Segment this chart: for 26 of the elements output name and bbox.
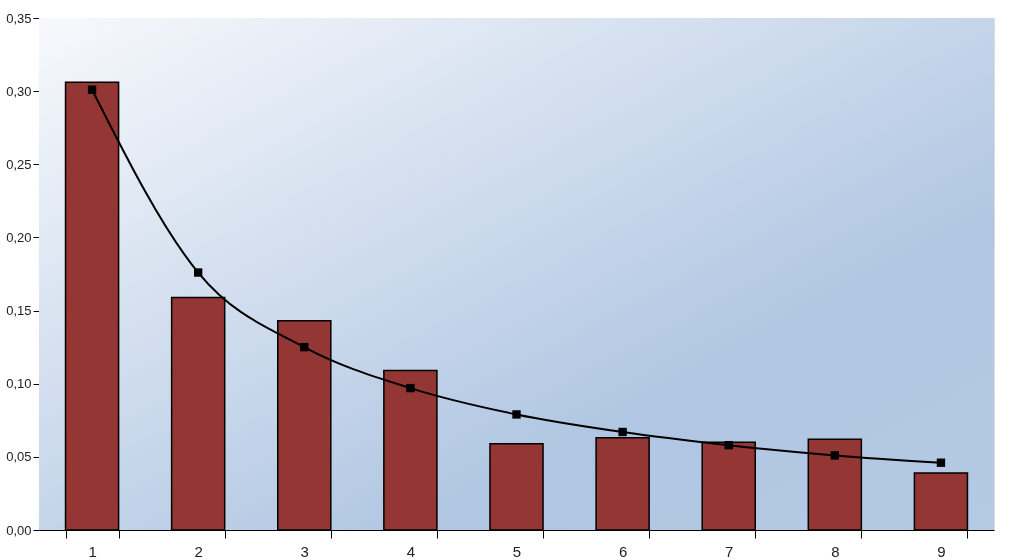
y-tick-label: 0,05 [6, 449, 32, 465]
point [406, 383, 415, 393]
point [512, 410, 521, 419]
point [193, 268, 203, 277]
point [830, 451, 840, 460]
x-tick-label: 1 [88, 542, 97, 560]
x-tick-label: 6 [618, 542, 628, 560]
point [618, 427, 627, 437]
x-tick-label: 4 [406, 542, 416, 560]
point [300, 342, 309, 352]
y-tick-label: 0,30 [6, 83, 32, 99]
x-tick-label: 2 [194, 542, 203, 560]
x-tick-label: 7 [725, 542, 734, 560]
point [87, 85, 97, 94]
y-tick-label: 0,25 [6, 156, 32, 172]
x-tick-label: 9 [937, 542, 946, 560]
y-tick-label: 0,10 [6, 376, 32, 392]
y-tick-label: 0,35 [6, 10, 32, 26]
x-tick-label: 5 [512, 542, 522, 560]
point [724, 440, 733, 450]
point [936, 458, 946, 467]
x-tick-label: 8 [831, 542, 840, 560]
x-tick-label: 3 [300, 542, 309, 560]
y-tick-label: 0,20 [6, 229, 32, 245]
y-tick-label: 0,00 [6, 522, 32, 538]
y-tick-label: 0,15 [6, 303, 32, 319]
